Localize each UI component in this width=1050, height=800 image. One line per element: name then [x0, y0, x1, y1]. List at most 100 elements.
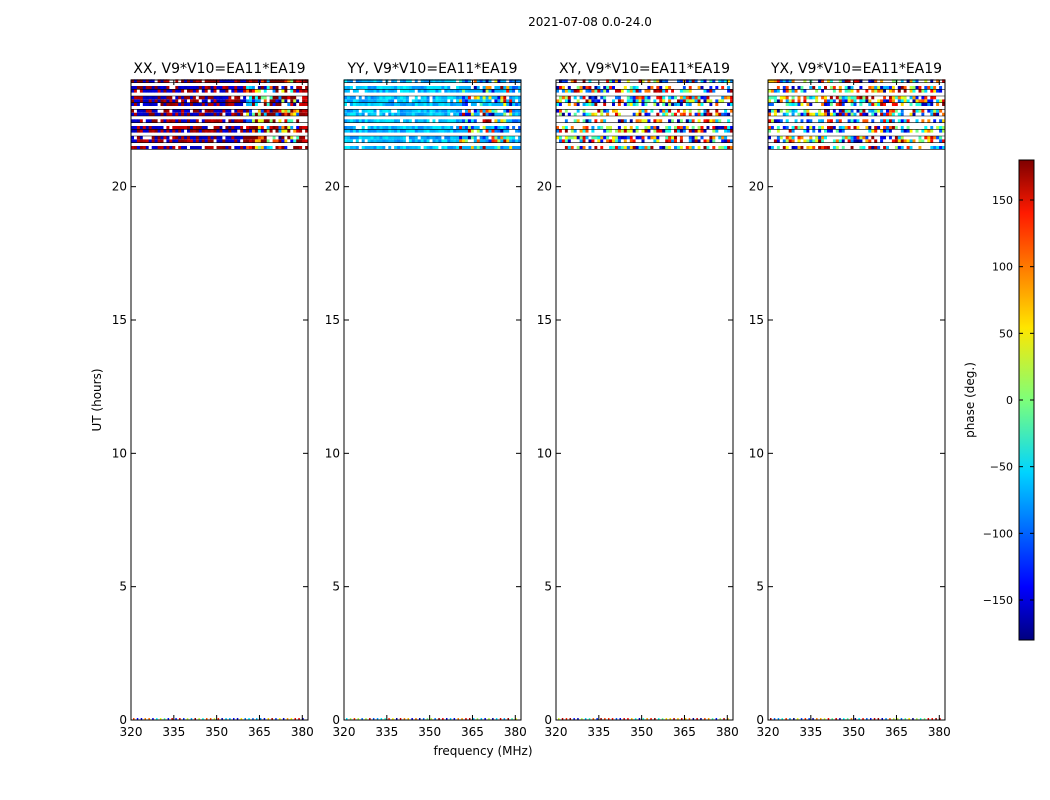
data-cell	[942, 99, 946, 103]
data-cell	[465, 126, 469, 130]
data-cell	[482, 129, 486, 133]
axes-frame	[130, 79, 309, 721]
data-cell	[788, 129, 792, 133]
data-cell	[691, 129, 696, 133]
data-cell	[166, 86, 170, 90]
data-cell	[136, 89, 141, 93]
data-cell	[249, 79, 253, 83]
data-cell	[287, 109, 291, 113]
data-cell	[405, 86, 410, 90]
data-cell	[178, 126, 182, 130]
data-cell	[459, 136, 463, 140]
data-cell	[379, 119, 383, 123]
data-cell	[709, 86, 713, 90]
data-cell	[829, 86, 834, 90]
data-cell	[694, 79, 698, 83]
data-cell	[838, 112, 843, 116]
data-cell	[906, 126, 910, 130]
data-cell	[620, 102, 625, 106]
data-cell	[727, 109, 731, 113]
baseline-dot	[804, 718, 807, 720]
data-cell	[201, 139, 206, 143]
data-cell	[500, 109, 504, 113]
data-cell	[832, 112, 837, 116]
y-tick-label: 0	[544, 713, 552, 727]
data-cell	[278, 136, 282, 140]
data-cell	[900, 146, 905, 150]
data-cell	[414, 102, 419, 106]
x-tick-label: 380	[928, 725, 951, 739]
data-cell	[900, 79, 905, 83]
data-cell	[773, 89, 778, 93]
data-cell	[462, 99, 466, 103]
panel-title: XY, V9*V10=EA11*EA19	[559, 61, 730, 77]
data-cell	[163, 136, 167, 140]
data-cell	[192, 119, 197, 123]
data-cell	[903, 86, 908, 90]
data-cell	[771, 129, 775, 133]
data-cell	[779, 99, 784, 103]
data-cell	[824, 136, 828, 140]
data-cell	[691, 112, 696, 116]
data-cell	[727, 96, 731, 100]
data-cell	[682, 96, 687, 100]
data-cell	[163, 126, 167, 130]
data-cell	[361, 79, 366, 83]
data-cell	[151, 86, 155, 90]
data-cell	[841, 146, 846, 150]
data-cell	[426, 126, 430, 130]
data-cell	[515, 136, 519, 140]
data-cell	[299, 109, 303, 113]
data-cell	[942, 129, 946, 133]
data-cell	[880, 126, 884, 130]
data-cell	[204, 139, 209, 143]
data-cell	[219, 79, 223, 83]
data-cell	[579, 102, 583, 106]
data-cell	[806, 119, 810, 123]
data-cell	[841, 129, 846, 133]
data-cell	[470, 102, 475, 106]
data-cell	[853, 119, 857, 123]
data-cell	[417, 79, 422, 83]
data-cell	[561, 136, 566, 140]
data-cell	[145, 86, 150, 90]
data-cell	[367, 139, 371, 143]
data-cell	[821, 126, 825, 130]
data-cell	[903, 112, 908, 116]
data-cell	[797, 99, 801, 103]
data-cell	[850, 102, 854, 106]
data-cell	[400, 86, 404, 90]
data-cell	[894, 86, 899, 90]
data-cell	[924, 146, 928, 150]
data-cell	[234, 99, 238, 103]
data-cell	[730, 102, 734, 106]
colorbar-tick-label: 50	[999, 327, 1013, 340]
data-cell	[512, 129, 516, 133]
data-cell	[423, 112, 427, 116]
data-cell	[347, 139, 351, 143]
data-cell	[145, 112, 150, 116]
baseline-dot	[650, 718, 652, 720]
data-cell	[497, 146, 501, 150]
data-cell	[506, 119, 510, 123]
data-cell	[234, 129, 238, 133]
data-cell	[859, 99, 863, 103]
data-cell	[213, 86, 217, 90]
data-cell	[272, 79, 276, 83]
baseline-dot	[870, 718, 872, 720]
data-cell	[257, 112, 262, 116]
data-cell	[850, 129, 854, 133]
data-cell	[408, 139, 413, 143]
data-cell	[818, 89, 822, 93]
data-cell	[500, 102, 504, 106]
data-cell	[921, 102, 925, 106]
data-cell	[782, 99, 787, 103]
data-cell	[349, 139, 354, 143]
data-cell	[423, 139, 427, 143]
data-cell	[718, 89, 722, 93]
data-cell	[573, 89, 578, 93]
data-cell	[500, 129, 504, 133]
data-cell	[615, 126, 619, 130]
data-cell	[665, 89, 669, 93]
data-cell	[252, 96, 256, 100]
